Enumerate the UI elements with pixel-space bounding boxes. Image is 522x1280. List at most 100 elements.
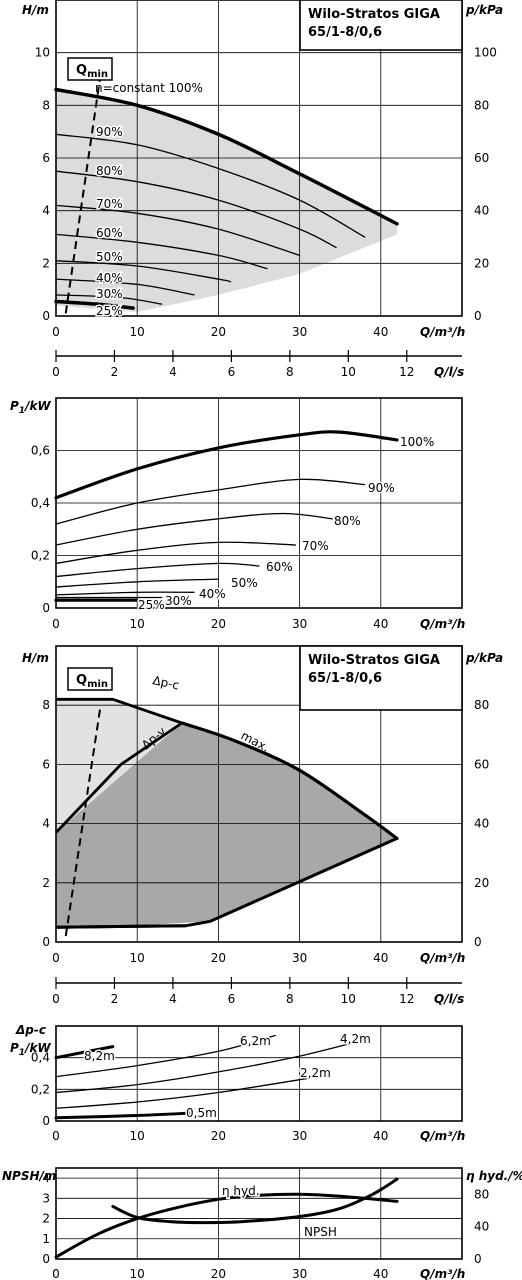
y2-tick-label: 60 [474, 151, 489, 165]
q-ls-tick-label: 10 [341, 992, 356, 1006]
x-tick-label: 40 [373, 617, 388, 631]
qmin-line [64, 73, 102, 314]
chart-title-line-2: 65/1-8/0,6 [308, 25, 382, 40]
x-tick-label: 0 [52, 325, 60, 339]
y-tick-label: 8 [42, 98, 50, 112]
y2-tick-label: 80 [474, 98, 489, 112]
power-curve-label: 50% [231, 576, 258, 590]
y-tick-label: 4 [42, 204, 50, 218]
x-axis-label: Q/m³/h [420, 617, 465, 631]
y-tick-label: 0,2 [31, 1082, 50, 1096]
curve-label: 50% [96, 250, 123, 264]
dpc-label: Δp-c [151, 673, 180, 692]
y-axis-label-unit: /kW [23, 1041, 51, 1055]
power-curve-label: 30% [165, 594, 192, 608]
y-tick-label: 0,4 [31, 496, 50, 510]
power-curve-50 [55, 578, 220, 588]
dpc-curve-label: 4,2m [340, 1032, 371, 1046]
y-tick-label: 3 [42, 1191, 50, 1205]
dpc-curve-62m [55, 1034, 276, 1078]
speed-curve-80 [55, 170, 337, 249]
qmin-subscript: min [87, 679, 108, 690]
y-tick-label: 0 [42, 309, 50, 323]
y-axis-label-1: Δp-c [15, 1023, 46, 1037]
y-tick-label: 2 [42, 876, 50, 890]
y2-tick-label: 0 [474, 1252, 482, 1266]
y2-axis-label: p/kPa [465, 651, 503, 665]
x-tick-label: 40 [373, 325, 388, 339]
x-tick-label: 20 [211, 617, 226, 631]
npsh-curve [111, 1177, 399, 1225]
speed-curve-60 [55, 233, 268, 270]
speed-curve-90 [55, 133, 366, 238]
x-tick-label: 10 [130, 325, 145, 339]
dpc-curve-label: 2,2m [300, 1066, 331, 1080]
x-axis-label: Q/m³/h [420, 325, 465, 339]
curve-label: 70% [96, 197, 123, 211]
y-tick-label: 0 [42, 601, 50, 615]
x-tick-label: 10 [130, 1267, 145, 1280]
speed-curve-30 [55, 294, 163, 305]
q-ls-tick-label: 10 [341, 365, 356, 379]
qmin-subscript: min [87, 69, 108, 80]
title-box [299, 0, 463, 51]
q-ls-axis: 0 2 4 6 8 10 12 Q/l/s [52, 350, 464, 379]
y2-tick-label: 80 [474, 698, 489, 712]
x-tick-label: 0 [52, 1267, 60, 1280]
curve-label: 80% [96, 164, 123, 178]
y-axis-label-sub: 1 [19, 406, 25, 416]
x-tick-label: 20 [211, 951, 226, 965]
chart-title-line-1: Wilo-Stratos GIGA [308, 653, 440, 668]
p1-q-frame [55, 397, 463, 609]
x-axis-label: Q/m³/h [420, 1129, 465, 1143]
max-curve [180, 721, 399, 840]
power-curve-label: 40% [199, 587, 226, 601]
p1-q-chart: 100% 90% 80% 70% 60% 50% 40% 30%25% P1/kW Q/m³/h 0… [10, 397, 465, 631]
dpc-curve [56, 697, 183, 725]
dpc-curve-label: 8,2m [84, 1049, 115, 1063]
dpv-curve [54, 721, 183, 834]
y2-tick-label: 60 [474, 757, 489, 771]
y2-tick-label: 20 [474, 876, 489, 890]
q-ls-tick-label: 12 [399, 992, 414, 1006]
x-tick-label: 10 [130, 1129, 145, 1143]
dpc-curve-label: 0,5m [186, 1106, 217, 1120]
power-curve-label: 80% [334, 514, 361, 528]
x-tick-label: 20 [211, 325, 226, 339]
dpc-curve-42m [55, 1038, 370, 1094]
y2-tick-label: 40 [474, 817, 489, 831]
q-ls-tick-label: 2 [111, 992, 119, 1006]
npsh-eta-frame [55, 1167, 463, 1260]
power-curve-60 [55, 562, 260, 578]
power-curve-label: 90% [368, 481, 395, 495]
x-tick-label: 40 [373, 1267, 388, 1280]
y-axis-label: H/m [22, 3, 49, 17]
y-tick-label: 0,2 [31, 549, 50, 563]
qmin-box [67, 667, 113, 691]
dpc-curve-label: 6,2m [240, 1034, 271, 1048]
y-axis-label-sub: 1 [19, 1048, 25, 1058]
dpc-curve-05m [54, 1111, 192, 1120]
y2-tick-label: 80 [474, 1187, 489, 1201]
y2-tick-label: 100 [474, 46, 497, 60]
curve-label: 60% [96, 226, 123, 240]
speed-curve-70 [55, 204, 301, 257]
power-curve-40 [55, 591, 195, 596]
curve-label: n=constant 100% [95, 81, 203, 95]
x-tick-label: 30 [292, 951, 307, 965]
q-ls-tick-label: 2 [111, 365, 119, 379]
qmin-box [67, 57, 113, 81]
curve-label: 25% [96, 304, 123, 318]
y2-tick-label: 40 [474, 204, 489, 218]
x-tick-label: 40 [373, 1129, 388, 1143]
x-tick-label: 0 [52, 617, 60, 631]
x-tick-label: 10 [130, 951, 145, 965]
npsh-curve-label: NPSH [304, 1225, 337, 1239]
q-ls-axis-label: Q/l/s [434, 992, 464, 1006]
min-curve-bottom [55, 924, 186, 929]
chart-title-line-1: Wilo-Stratos GIGA [308, 7, 440, 22]
x-tick-label: 40 [373, 951, 388, 965]
